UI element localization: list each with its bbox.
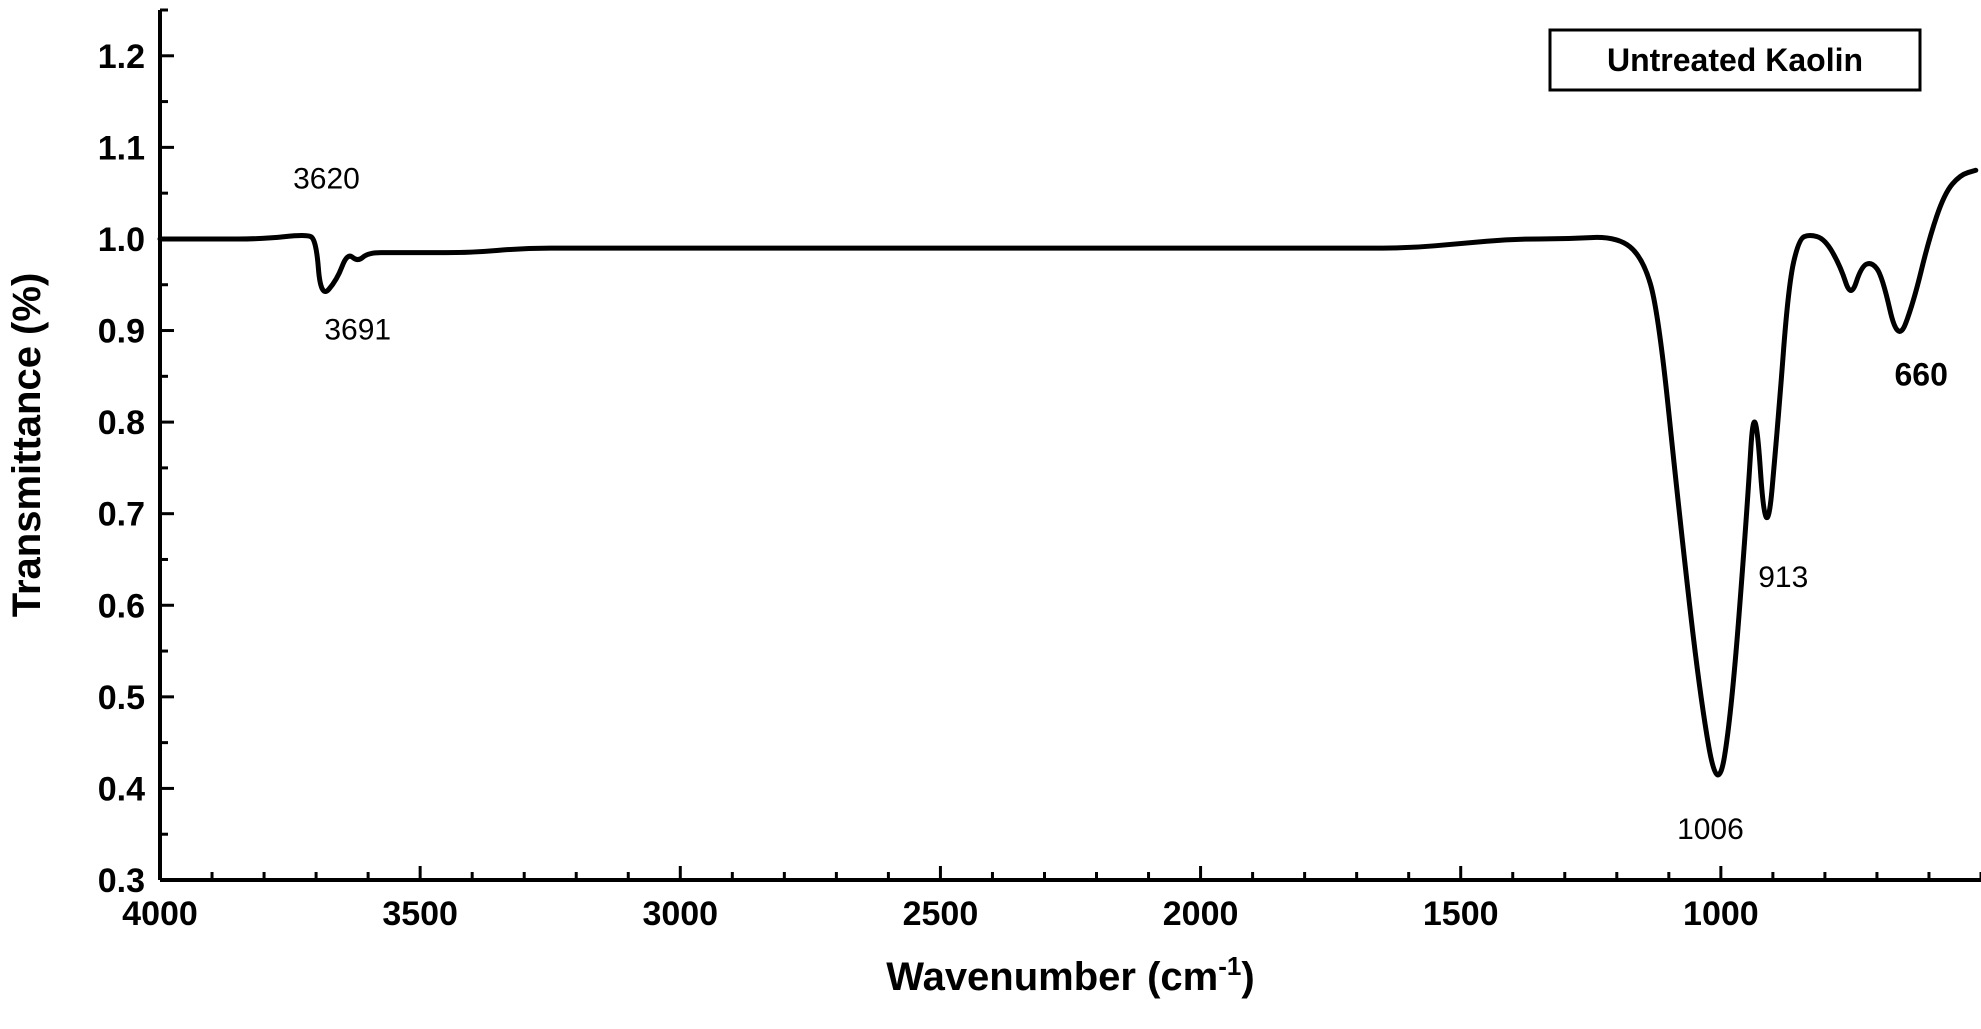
y-tick-label: 0.8: [98, 404, 145, 442]
y-axis-label: Transmittance (%): [5, 273, 49, 618]
legend-text: Untreated Kaolin: [1607, 42, 1863, 78]
peak-label: 660: [1894, 356, 1947, 392]
x-tick-label: 3000: [642, 895, 718, 933]
ftir-chart: { "chart": { "type": "line", "width": 19…: [0, 0, 1981, 1029]
y-tick-label: 0.3: [98, 862, 145, 900]
peak-label: 3691: [324, 314, 391, 347]
peak-label: 3620: [293, 163, 360, 196]
y-tick-label: 0.6: [98, 587, 145, 625]
y-tick-label: 1.1: [98, 129, 145, 167]
x-tick-label: 4000: [122, 895, 198, 933]
y-tick-label: 0.7: [98, 496, 145, 534]
x-tick-label: 1500: [1423, 895, 1499, 933]
series-line: [160, 170, 1976, 775]
x-tick-label: 3500: [382, 895, 458, 933]
y-tick-label: 0.4: [98, 770, 145, 808]
chart-svg: 4000 3500 3000 2500 2000 1500 1000 0.3 0.4 0.5 0.6…: [0, 0, 1981, 1029]
y-tick-label: 0.9: [98, 313, 145, 351]
y-tick-label: 1.2: [98, 38, 145, 76]
x-axis-label: Wavenumber (cm-1): [886, 951, 1254, 999]
peak-label: 1006: [1677, 813, 1744, 846]
y-tick-label: 0.5: [98, 679, 145, 717]
peak-label: 913: [1758, 561, 1808, 594]
x-tick-label: 2000: [1163, 895, 1239, 933]
x-tick-label: 2500: [903, 895, 979, 933]
y-tick-label: 1.0: [98, 221, 145, 259]
x-tick-label: 1000: [1683, 895, 1759, 933]
